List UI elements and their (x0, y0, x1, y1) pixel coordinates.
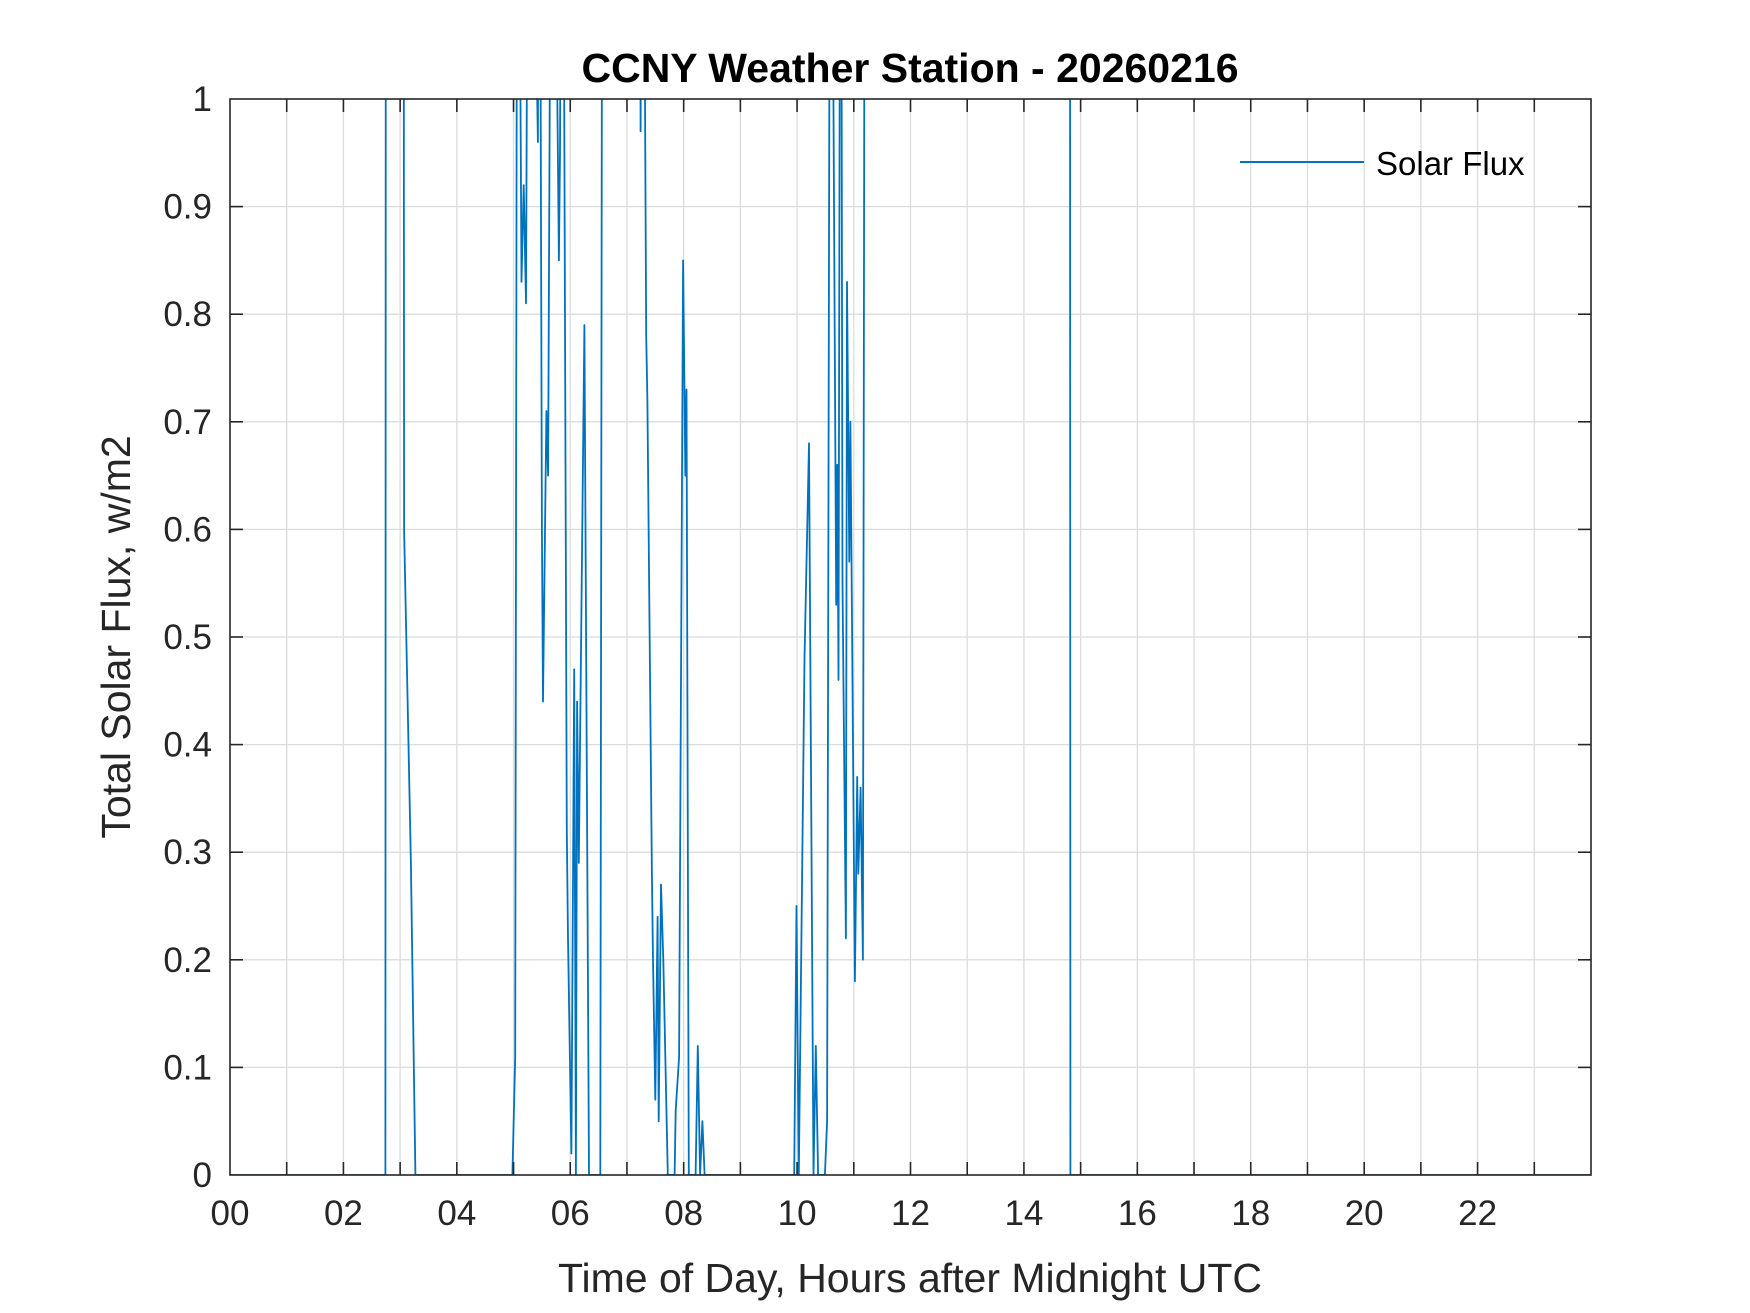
x-axis-label: Time of Day, Hours after Midnight UTC (558, 1255, 1262, 1301)
x-tick-label: 04 (437, 1194, 476, 1233)
tick-marks (230, 99, 1591, 1175)
x-tick-label: 12 (891, 1194, 930, 1233)
x-tick-label: 00 (211, 1194, 250, 1233)
x-tick-label: 20 (1345, 1194, 1384, 1233)
y-axis-label: Total Solar Flux, w/m2 (93, 435, 139, 838)
y-tick-label: 0.1 (163, 1048, 212, 1087)
series-group (230, 99, 1591, 1175)
grid-lines (230, 99, 1591, 1175)
y-tick-label: 0.6 (163, 510, 212, 549)
y-tick-label: 0.9 (163, 188, 212, 227)
y-tick-label: 0.3 (163, 833, 212, 872)
x-tick-label: 08 (664, 1194, 703, 1233)
y-tick-labels: 0 0.1 0.2 0.3 0.4 0.5 0.6 0.7 0.8 0.9 1 (163, 80, 212, 1195)
x-tick-label: 14 (1004, 1194, 1043, 1233)
x-tick-label: 22 (1458, 1194, 1497, 1233)
y-tick-label: 0.7 (163, 403, 212, 442)
x-tick-label: 16 (1118, 1194, 1157, 1233)
x-tick-label: 18 (1231, 1194, 1270, 1233)
y-tick-label: 0 (193, 1156, 212, 1195)
legend-label-solar-flux: Solar Flux (1376, 145, 1525, 182)
y-tick-label: 0.8 (163, 295, 212, 334)
x-tick-label: 06 (551, 1194, 590, 1233)
x-tick-label: 10 (778, 1194, 817, 1233)
x-tick-label: 02 (324, 1194, 363, 1233)
y-tick-label: 0.5 (163, 618, 212, 657)
series-line-solar-flux (230, 99, 1591, 1175)
y-tick-label: 0.2 (163, 941, 212, 980)
x-tick-labels: 00 02 04 06 08 10 12 14 16 18 20 22 (211, 1194, 1498, 1233)
legend: Solar Flux (1240, 145, 1525, 182)
y-tick-label: 1 (193, 80, 212, 119)
chart-title: CCNY Weather Station - 20260216 (581, 45, 1238, 91)
y-tick-label: 0.4 (163, 726, 212, 765)
